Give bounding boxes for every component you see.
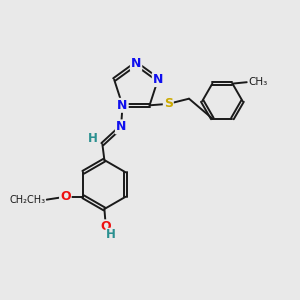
Text: N: N <box>153 73 163 86</box>
Text: N: N <box>117 99 128 112</box>
Text: O: O <box>100 220 111 233</box>
Text: N: N <box>116 120 126 134</box>
Text: CH₃: CH₃ <box>248 77 268 87</box>
Text: H: H <box>106 228 116 242</box>
Text: CH₂CH₃: CH₂CH₃ <box>9 195 45 205</box>
Text: N: N <box>131 57 141 70</box>
Text: H: H <box>88 133 98 146</box>
Text: O: O <box>60 190 71 203</box>
Text: S: S <box>164 98 173 110</box>
